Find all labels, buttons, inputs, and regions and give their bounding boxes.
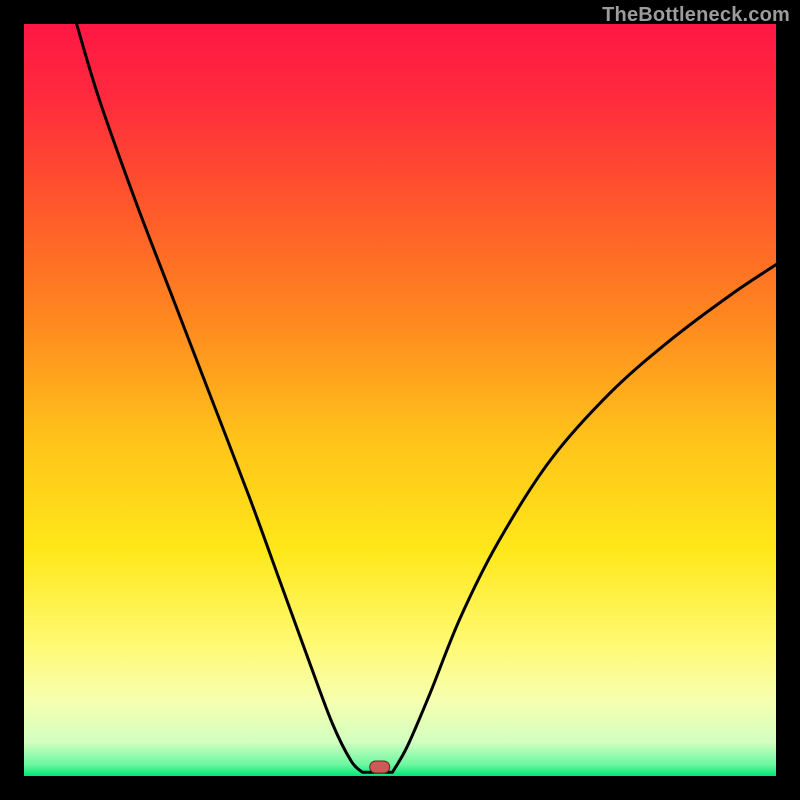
chart-container: TheBottleneck.com	[0, 0, 800, 800]
optimum-marker	[370, 761, 390, 773]
plot-background-gradient	[24, 24, 776, 776]
bottleneck-chart	[0, 0, 800, 800]
watermark-text: TheBottleneck.com	[602, 4, 790, 27]
